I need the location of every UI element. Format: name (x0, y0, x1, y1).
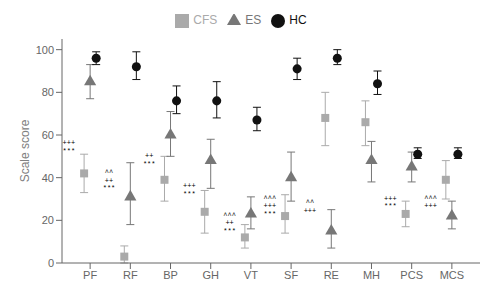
svg-text:^^^+++***: ^^^+++*** (263, 195, 276, 218)
svg-text:80: 80 (42, 86, 54, 98)
svg-text:++***: ++*** (143, 152, 156, 168)
svg-text:MH: MH (363, 269, 380, 281)
svg-text:^^^++***: ^^^++*** (223, 212, 236, 235)
svg-text:PF: PF (83, 269, 97, 281)
svg-text:BP: BP (163, 269, 178, 281)
html-text:CFS: CFS (193, 13, 218, 27)
svg-text:Scale score: Scale score (18, 119, 32, 182)
svg-text:20: 20 (42, 214, 54, 226)
svg-text:^^^+++: ^^^+++ (424, 195, 437, 211)
svg-text:RF: RF (123, 269, 138, 281)
svg-text:60: 60 (42, 129, 54, 141)
svg-text:40: 40 (42, 172, 54, 184)
svg-text:MCS: MCS (440, 269, 464, 281)
svg-text:^^+++: ^^+++ (304, 199, 317, 215)
svg-text:SF: SF (284, 269, 298, 281)
html-text:ES: ES (245, 13, 262, 27)
svg-text:100: 100 (36, 44, 54, 56)
svg-text:PCS: PCS (400, 269, 423, 281)
svg-text:+++***: +++*** (63, 139, 76, 155)
svg-text:0: 0 (48, 257, 54, 269)
svg-text:^^++***: ^^++*** (103, 169, 116, 192)
html-text:HC: HC (289, 13, 307, 27)
svg-text:+++***: +++*** (183, 182, 196, 198)
svg-text:+++***: +++*** (384, 195, 397, 211)
svg-text:VT: VT (244, 269, 258, 281)
svg-text:GH: GH (202, 269, 219, 281)
svg-text:RE: RE (324, 269, 339, 281)
